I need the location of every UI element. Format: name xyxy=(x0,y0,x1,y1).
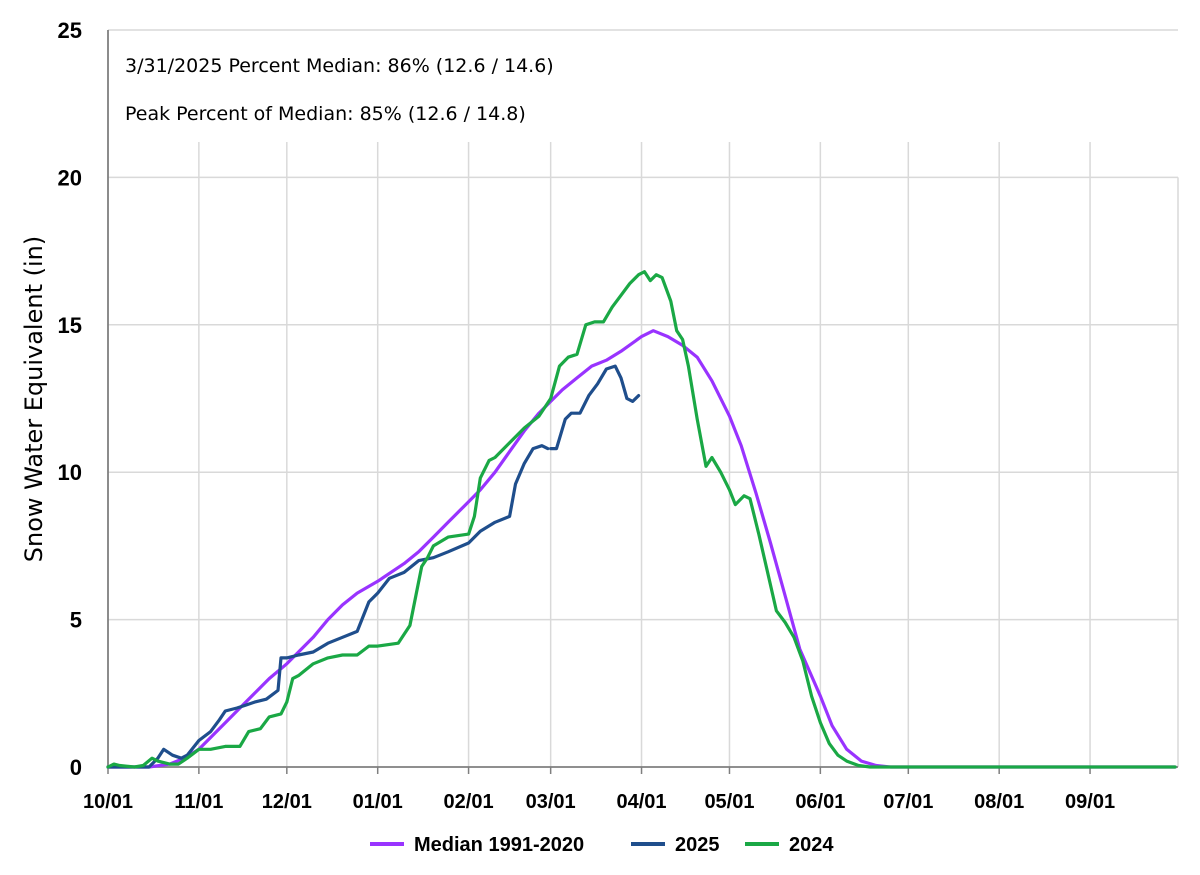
legend-item-2024: 2024 xyxy=(745,834,834,856)
y-tick-label: 20 xyxy=(58,165,82,190)
x-tick-label: 12/01 xyxy=(262,791,312,813)
annotation-percent-median: 3/31/2025 Percent Median: 86% (12.6 / 14… xyxy=(125,55,554,77)
series-line-2025 xyxy=(106,444,550,769)
x-tick-label: 05/01 xyxy=(704,791,754,813)
x-tick-label: 01/01 xyxy=(353,791,403,813)
y-tick-label: 5 xyxy=(70,608,82,633)
y-tick-label: 15 xyxy=(58,313,82,338)
legend-item-median: Median 1991-2020 xyxy=(370,834,584,856)
series-line-median-1991-2020 xyxy=(106,329,1177,769)
x-tick-label: 02/01 xyxy=(444,791,494,813)
gridlines xyxy=(108,29,1179,767)
x-tick-label: 11/01 xyxy=(174,791,223,813)
x-tick-label: 04/01 xyxy=(617,791,667,813)
legend-label-2024: 2024 xyxy=(789,834,834,856)
legend-item-2025: 2025 xyxy=(631,834,720,856)
x-tick-label: 07/01 xyxy=(883,791,933,813)
series-lines xyxy=(106,270,1177,769)
series-line-2025-segment-2 xyxy=(549,364,641,451)
y-axis-label: Snow Water Equivalent (in) xyxy=(20,236,48,562)
legend-label-median: Median 1991-2020 xyxy=(414,834,584,856)
y-tick-label: 0 xyxy=(70,755,82,780)
legend-label-2025: 2025 xyxy=(675,834,720,856)
legend: Median 1991-2020 2025 2024 xyxy=(370,834,834,856)
x-tick-label: 06/01 xyxy=(795,791,845,813)
tick-labels: 0 5 10 15 20 25 10/01 11/01 12/01 01/01 02/01 03/01… xyxy=(58,18,1116,813)
x-tick-label: 10/01 xyxy=(83,791,133,813)
x-tick-label: 09/01 xyxy=(1065,791,1115,813)
x-tick-label: 03/01 xyxy=(526,791,576,813)
y-tick-label: 25 xyxy=(58,18,82,43)
x-tick-label: 08/01 xyxy=(974,791,1024,813)
annotation-peak-percent: Peak Percent of Median: 85% (12.6 / 14.8… xyxy=(125,103,526,125)
series-line-2024 xyxy=(106,270,1177,769)
y-tick-label: 10 xyxy=(58,460,82,485)
